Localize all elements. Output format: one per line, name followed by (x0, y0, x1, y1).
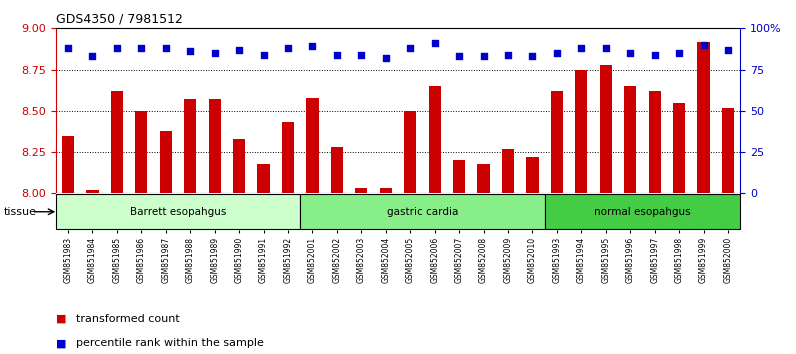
Bar (62, 136, 74, 193)
Text: GSM851992: GSM851992 (283, 237, 292, 283)
Text: GSM851991: GSM851991 (259, 237, 268, 283)
Point (673, 50, 685, 56)
Point (86, 53, 99, 59)
Bar (209, 99, 220, 193)
Text: tissue: tissue (4, 207, 37, 217)
Bar (428, 86, 441, 193)
Point (722, 47, 735, 53)
Point (478, 53, 490, 59)
Point (551, 50, 564, 56)
Text: GSM852010: GSM852010 (528, 237, 537, 283)
Point (404, 45, 416, 51)
Text: GSM852007: GSM852007 (455, 237, 463, 284)
Text: GDS4350 / 7981512: GDS4350 / 7981512 (56, 13, 182, 26)
Bar (184, 99, 197, 193)
Point (501, 52, 514, 58)
Point (330, 52, 343, 58)
Bar (135, 111, 147, 193)
Point (282, 45, 295, 51)
Bar (722, 108, 734, 193)
Bar (86, 190, 99, 193)
Bar (331, 147, 343, 193)
Point (697, 42, 710, 48)
Text: GSM852003: GSM852003 (357, 237, 366, 284)
Bar (599, 65, 612, 193)
Bar (697, 41, 710, 193)
Point (599, 45, 612, 51)
Text: GSM851996: GSM851996 (626, 237, 634, 284)
Text: percentile rank within the sample: percentile rank within the sample (76, 338, 263, 348)
Text: GSM852000: GSM852000 (724, 237, 732, 284)
Bar (380, 188, 392, 193)
Bar (111, 91, 123, 193)
Bar (673, 103, 685, 193)
Text: GSM851997: GSM851997 (650, 237, 659, 284)
Point (111, 45, 123, 51)
Text: GSM852002: GSM852002 (333, 237, 341, 283)
Text: Barrett esopahgus: Barrett esopahgus (130, 207, 226, 217)
Point (575, 45, 587, 51)
Bar (355, 188, 368, 193)
Bar (306, 98, 318, 193)
Bar (649, 91, 661, 193)
Bar (502, 149, 514, 193)
Point (428, 40, 441, 46)
Point (306, 44, 318, 49)
Text: GSM852009: GSM852009 (504, 237, 513, 284)
Text: GSM851983: GSM851983 (64, 237, 72, 283)
Text: GSM851993: GSM851993 (552, 237, 561, 284)
Point (453, 53, 466, 59)
Text: GSM851984: GSM851984 (88, 237, 97, 283)
Text: GSM852006: GSM852006 (430, 237, 439, 284)
Bar (526, 157, 539, 193)
Point (624, 50, 637, 56)
Text: GSM852001: GSM852001 (308, 237, 317, 283)
Text: GSM851994: GSM851994 (577, 237, 586, 284)
Point (355, 52, 368, 58)
Bar (624, 86, 636, 193)
Point (184, 48, 197, 54)
Text: GSM851988: GSM851988 (185, 237, 195, 283)
Text: GSM851998: GSM851998 (675, 237, 684, 283)
Point (209, 50, 221, 56)
Point (526, 53, 539, 59)
Point (159, 45, 172, 51)
Bar (233, 139, 245, 193)
Text: ■: ■ (56, 338, 66, 348)
Point (257, 52, 270, 58)
Text: GSM851989: GSM851989 (210, 237, 219, 283)
Text: GSM851986: GSM851986 (137, 237, 146, 283)
Point (135, 45, 148, 51)
Text: GSM851990: GSM851990 (235, 237, 244, 284)
Text: GSM851999: GSM851999 (699, 237, 708, 284)
Bar (544, 194, 740, 229)
Text: GSM852005: GSM852005 (406, 237, 415, 284)
Point (648, 52, 661, 58)
Point (380, 55, 392, 61)
Bar (56, 194, 300, 229)
Bar (453, 160, 465, 193)
Text: GSM851995: GSM851995 (601, 237, 611, 284)
Bar (404, 111, 416, 193)
Text: gastric cardia: gastric cardia (387, 207, 458, 217)
Text: GSM851987: GSM851987 (162, 237, 170, 283)
Bar (300, 194, 544, 229)
Text: ■: ■ (56, 314, 66, 324)
Bar (160, 131, 172, 193)
Text: GSM851985: GSM851985 (112, 237, 121, 283)
Point (61, 45, 74, 51)
Text: normal esopahgus: normal esopahgus (594, 207, 691, 217)
Text: GSM852008: GSM852008 (479, 237, 488, 283)
Bar (576, 70, 587, 193)
Point (232, 47, 245, 53)
Bar (282, 122, 294, 193)
Bar (257, 164, 270, 193)
Bar (478, 164, 490, 193)
Text: transformed count: transformed count (76, 314, 179, 324)
Text: GSM852004: GSM852004 (381, 237, 390, 284)
Bar (551, 91, 563, 193)
